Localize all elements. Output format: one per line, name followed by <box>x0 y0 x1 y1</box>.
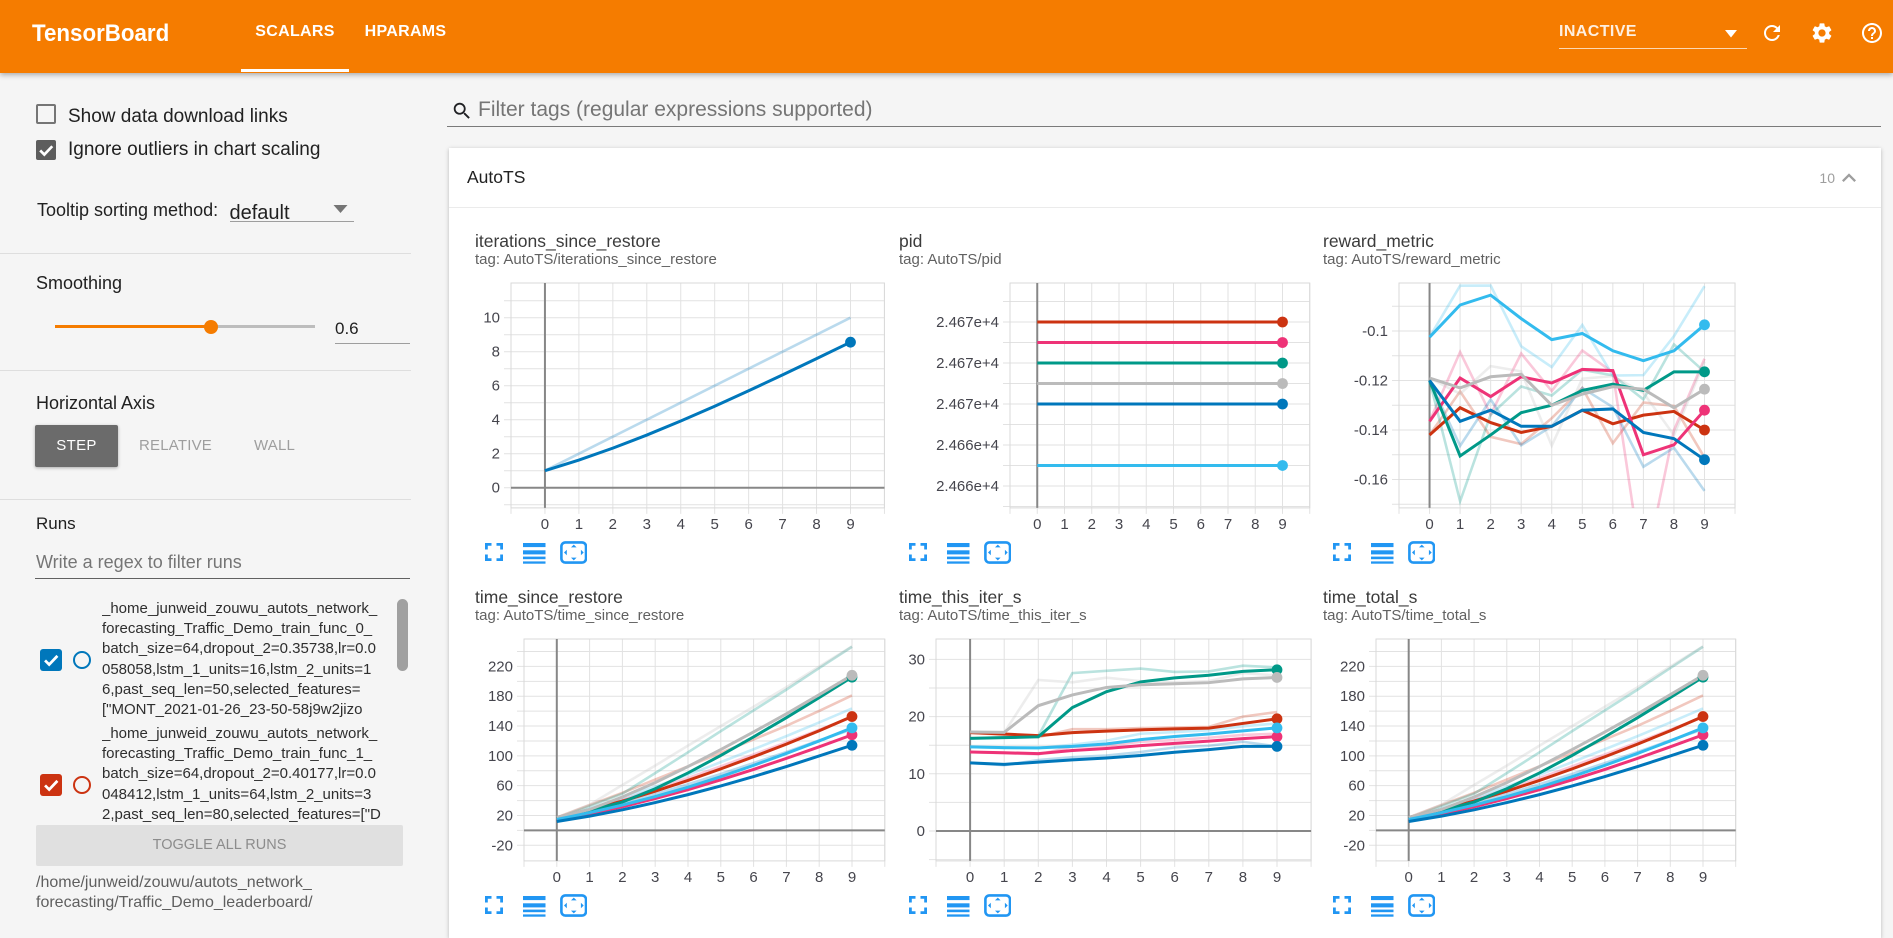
svg-text:8: 8 <box>1670 516 1678 533</box>
svg-text:3: 3 <box>651 869 659 886</box>
svg-text:0: 0 <box>541 516 549 533</box>
svg-text:220: 220 <box>1340 658 1365 675</box>
svg-text:3: 3 <box>643 516 651 533</box>
svg-text:180: 180 <box>488 688 513 705</box>
svg-text:20: 20 <box>908 709 925 726</box>
svg-text:220: 220 <box>488 658 513 675</box>
svg-text:-20: -20 <box>1343 837 1365 854</box>
svg-text:9: 9 <box>846 516 854 533</box>
svg-text:8: 8 <box>815 869 823 886</box>
svg-text:180: 180 <box>1340 688 1365 705</box>
svg-text:7: 7 <box>782 869 790 886</box>
svg-text:0: 0 <box>916 823 924 840</box>
svg-text:0: 0 <box>492 480 500 497</box>
svg-text:9: 9 <box>1701 516 1709 533</box>
svg-text:6: 6 <box>1197 516 1205 533</box>
svg-text:5: 5 <box>1170 516 1178 533</box>
svg-text:8: 8 <box>1666 869 1674 886</box>
svg-text:2: 2 <box>1088 516 1096 533</box>
svg-text:8: 8 <box>1251 516 1259 533</box>
svg-text:2: 2 <box>492 446 500 463</box>
svg-text:5: 5 <box>1578 516 1586 533</box>
svg-text:-0.1: -0.1 <box>1362 323 1388 340</box>
svg-text:0: 0 <box>552 869 560 886</box>
svg-text:2.466e+4: 2.466e+4 <box>936 478 999 495</box>
svg-text:3: 3 <box>1115 516 1123 533</box>
svg-text:60: 60 <box>1348 778 1365 795</box>
svg-text:0: 0 <box>1426 516 1434 533</box>
svg-text:0: 0 <box>966 869 974 886</box>
svg-text:5: 5 <box>1136 869 1144 886</box>
svg-text:10: 10 <box>483 310 500 327</box>
svg-text:6: 6 <box>492 378 500 395</box>
svg-text:1: 1 <box>1061 516 1069 533</box>
svg-text:7: 7 <box>1639 516 1647 533</box>
svg-text:4: 4 <box>1548 516 1556 533</box>
svg-text:1: 1 <box>1000 869 1008 886</box>
svg-text:140: 140 <box>488 718 513 735</box>
svg-text:1: 1 <box>1437 869 1445 886</box>
svg-text:9: 9 <box>1699 869 1707 886</box>
svg-text:3: 3 <box>1517 516 1525 533</box>
svg-text:9: 9 <box>848 869 856 886</box>
svg-text:1: 1 <box>575 516 583 533</box>
svg-text:-0.12: -0.12 <box>1354 372 1388 389</box>
svg-text:5: 5 <box>1568 869 1576 886</box>
svg-text:2.467e+4: 2.467e+4 <box>936 355 999 372</box>
svg-text:1: 1 <box>1456 516 1464 533</box>
svg-text:0: 0 <box>1033 516 1041 533</box>
svg-text:6: 6 <box>749 869 757 886</box>
svg-text:6: 6 <box>1609 516 1617 533</box>
svg-text:-20: -20 <box>491 837 513 854</box>
svg-text:8: 8 <box>1238 869 1246 886</box>
svg-text:-0.16: -0.16 <box>1354 471 1388 488</box>
svg-text:7: 7 <box>1633 869 1641 886</box>
svg-text:60: 60 <box>496 778 513 795</box>
svg-text:4: 4 <box>492 412 500 429</box>
svg-text:0: 0 <box>1404 869 1412 886</box>
svg-text:7: 7 <box>1224 516 1232 533</box>
svg-text:8: 8 <box>492 344 500 361</box>
svg-text:2: 2 <box>1034 869 1042 886</box>
svg-text:2.466e+4: 2.466e+4 <box>936 437 999 454</box>
svg-text:4: 4 <box>1535 869 1543 886</box>
svg-text:3: 3 <box>1068 869 1076 886</box>
svg-text:2: 2 <box>618 869 626 886</box>
svg-text:30: 30 <box>908 651 925 668</box>
svg-text:5: 5 <box>716 869 724 886</box>
svg-text:2: 2 <box>609 516 617 533</box>
svg-text:1: 1 <box>585 869 593 886</box>
svg-text:5: 5 <box>711 516 719 533</box>
svg-text:3: 3 <box>1502 869 1510 886</box>
svg-text:2: 2 <box>1470 869 1478 886</box>
svg-text:4: 4 <box>1142 516 1150 533</box>
svg-text:100: 100 <box>488 748 513 765</box>
svg-text:9: 9 <box>1279 516 1287 533</box>
svg-text:10: 10 <box>908 766 925 783</box>
svg-text:2: 2 <box>1487 516 1495 533</box>
svg-text:9: 9 <box>1272 869 1280 886</box>
svg-text:6: 6 <box>745 516 753 533</box>
svg-text:6: 6 <box>1170 869 1178 886</box>
svg-text:8: 8 <box>812 516 820 533</box>
svg-text:4: 4 <box>1102 869 1110 886</box>
svg-text:7: 7 <box>778 516 786 533</box>
svg-text:6: 6 <box>1601 869 1609 886</box>
svg-text:20: 20 <box>496 807 513 824</box>
svg-text:2.467e+4: 2.467e+4 <box>936 314 999 331</box>
svg-text:4: 4 <box>677 516 685 533</box>
svg-text:2.467e+4: 2.467e+4 <box>936 396 999 413</box>
svg-text:100: 100 <box>1340 748 1365 765</box>
svg-text:4: 4 <box>684 869 692 886</box>
svg-text:-0.14: -0.14 <box>1354 422 1388 439</box>
svg-text:7: 7 <box>1204 869 1212 886</box>
svg-text:140: 140 <box>1340 718 1365 735</box>
svg-text:20: 20 <box>1348 807 1365 824</box>
